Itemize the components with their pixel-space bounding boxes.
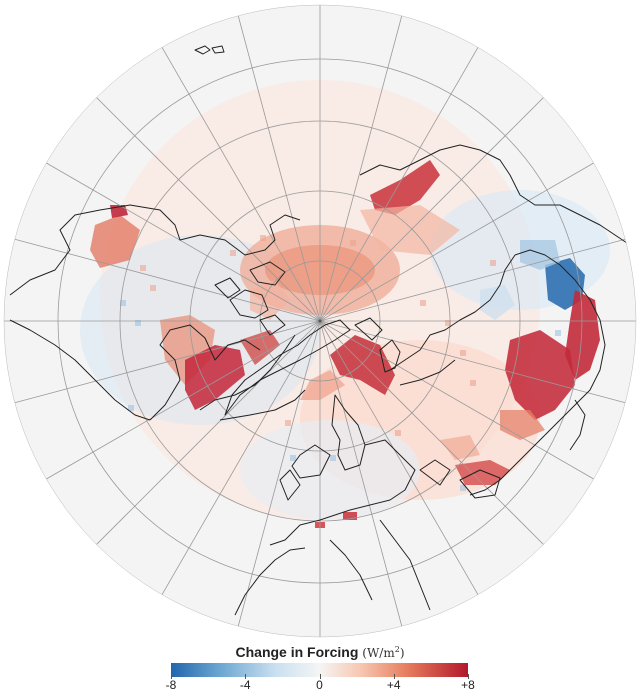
legend-tick-mark	[393, 674, 395, 679]
legend-tick-mark	[245, 674, 247, 679]
meridian-line	[46, 162, 321, 322]
coastlines	[9, 45, 631, 616]
legend-tick-mark	[171, 674, 172, 679]
legend-tick-label: +8	[461, 678, 475, 692]
legend: Change in Forcing (W/m2) -8 -4 0 +4 +8	[0, 640, 640, 694]
meridian-line	[319, 320, 594, 480]
meridian-line	[319, 162, 594, 322]
meridian-line	[319, 238, 626, 322]
map-boundary	[3, 4, 637, 638]
meridian-line	[96, 97, 321, 322]
color-scale-bar	[171, 663, 468, 677]
meridian-line	[237, 320, 321, 627]
meridian-line	[46, 320, 321, 480]
meridian-line	[319, 47, 479, 322]
legend-tick-mark	[319, 674, 321, 679]
meridian-line	[237, 15, 321, 322]
legend-tick-mark	[468, 674, 469, 679]
meridian-line	[14, 320, 321, 404]
legend-title-text: Change in Forcing	[235, 644, 359, 660]
north-pole-marker	[318, 319, 322, 323]
meridian-line	[161, 47, 321, 322]
meridian-line	[319, 320, 479, 595]
meridian-line	[319, 320, 626, 404]
meridian-line	[319, 97, 544, 322]
legend-tick-label: -8	[165, 678, 177, 692]
meridian-line	[14, 238, 321, 322]
legend-tick-label: -4	[239, 678, 251, 692]
meridian-line	[319, 15, 403, 322]
meridian-line	[319, 320, 403, 627]
legend-unit: (W/m2)	[362, 645, 405, 660]
meridian-line	[319, 320, 544, 545]
forcing-map	[3, 4, 637, 638]
meridian-line	[161, 320, 321, 595]
legend-tick-label: 0	[316, 678, 323, 692]
legend-tick-label: +4	[386, 678, 401, 692]
graticule	[4, 5, 636, 637]
meridian-line	[96, 320, 321, 545]
legend-title: Change in Forcing (W/m2)	[0, 644, 640, 660]
